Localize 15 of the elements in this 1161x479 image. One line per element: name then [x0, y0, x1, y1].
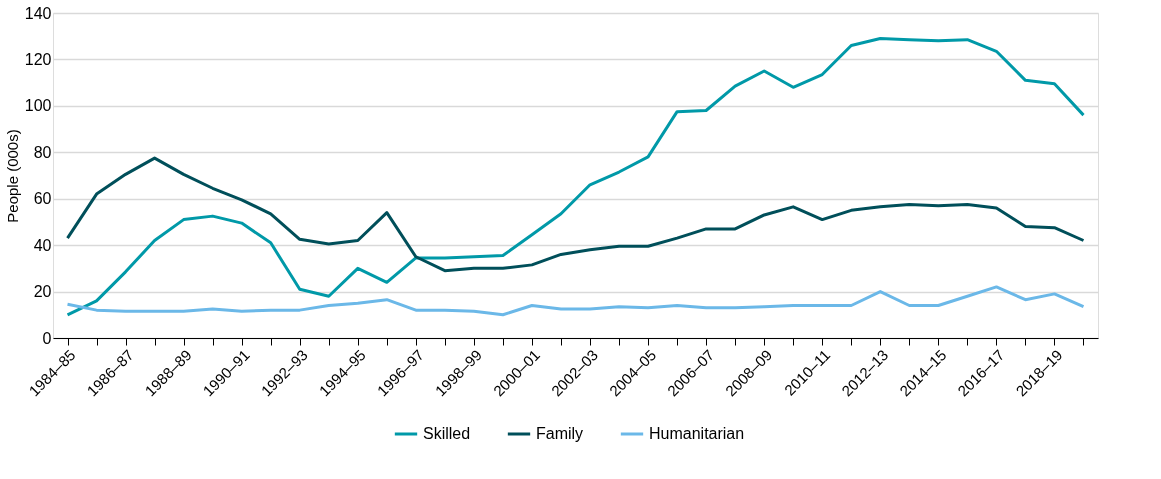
line-series: [66, 156, 1085, 273]
y-axis-title: People (000s): [3, 129, 21, 223]
y-tick-label: 120: [24, 50, 52, 68]
y-tick-label: 100: [24, 97, 52, 115]
legend-label: Skilled: [423, 425, 471, 442]
y-tick-label: 40: [33, 236, 52, 254]
y-tick-label: 0: [42, 329, 52, 347]
y-tick-label: 60: [33, 190, 52, 208]
y-tick-label: 20: [33, 283, 52, 301]
y-tick-label: 80: [33, 143, 52, 161]
line-series: [66, 285, 1085, 317]
legend-label: Humanitarian: [649, 425, 745, 442]
y-tick-label: 140: [24, 4, 52, 22]
line-series: [66, 37, 1085, 317]
legend-label: Family: [536, 425, 584, 442]
